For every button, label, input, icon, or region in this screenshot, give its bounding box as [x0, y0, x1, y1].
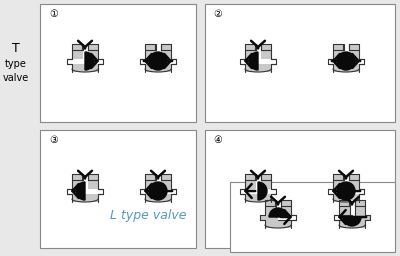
Bar — [140, 188, 145, 194]
Wedge shape — [249, 52, 258, 70]
Bar — [245, 180, 271, 202]
Bar — [156, 44, 160, 61]
Bar — [333, 50, 359, 72]
Text: L type valve: L type valve — [110, 208, 186, 221]
Bar — [281, 200, 291, 206]
Bar — [98, 188, 103, 194]
Bar — [98, 59, 103, 63]
Bar — [156, 174, 160, 191]
Bar — [291, 215, 296, 219]
Bar — [359, 59, 364, 63]
Bar — [256, 44, 260, 61]
Bar — [67, 188, 72, 194]
Text: ④: ④ — [214, 135, 222, 145]
Wedge shape — [258, 182, 267, 200]
Wedge shape — [269, 208, 287, 217]
Bar — [145, 180, 171, 202]
Bar — [72, 180, 98, 202]
Bar — [349, 174, 359, 180]
Bar — [278, 215, 296, 219]
Bar — [140, 59, 176, 63]
Bar — [171, 59, 176, 63]
Bar — [256, 174, 260, 191]
Bar — [40, 130, 196, 248]
Bar — [145, 50, 171, 72]
Bar — [171, 188, 176, 194]
Wedge shape — [76, 182, 85, 200]
Bar — [344, 174, 348, 191]
Bar — [328, 188, 333, 194]
Bar — [334, 215, 352, 219]
Bar — [72, 50, 98, 72]
Bar — [339, 200, 349, 206]
Bar — [145, 174, 155, 180]
Bar — [271, 59, 276, 63]
Circle shape — [337, 52, 355, 70]
Bar — [67, 188, 103, 194]
Bar — [88, 174, 98, 180]
Bar — [140, 59, 145, 63]
Bar — [265, 206, 291, 228]
Text: valve: valve — [3, 73, 29, 83]
Bar — [82, 174, 88, 191]
Wedge shape — [85, 52, 94, 70]
Bar — [365, 215, 370, 219]
Bar — [339, 206, 365, 228]
Text: T: T — [12, 41, 20, 55]
Bar — [245, 44, 255, 50]
Bar — [333, 180, 359, 202]
Bar — [328, 188, 364, 194]
Bar — [205, 4, 395, 122]
Bar — [344, 44, 348, 61]
Bar — [359, 188, 364, 194]
Bar — [72, 44, 82, 50]
Bar — [161, 44, 171, 50]
Bar — [230, 182, 395, 252]
Bar — [145, 44, 155, 50]
Bar — [72, 174, 82, 180]
Bar — [240, 59, 245, 63]
Bar — [260, 215, 265, 219]
Bar — [334, 215, 339, 219]
Bar — [205, 130, 395, 248]
Text: ②: ② — [214, 9, 222, 19]
Bar — [355, 200, 365, 206]
Text: ③: ③ — [50, 135, 58, 145]
Bar — [261, 44, 271, 50]
Bar — [67, 59, 72, 63]
Bar — [261, 174, 271, 180]
Bar — [245, 50, 271, 72]
Bar — [333, 44, 343, 50]
Wedge shape — [343, 217, 361, 226]
Bar — [67, 59, 103, 63]
Bar — [349, 44, 359, 50]
Bar — [276, 200, 280, 217]
Bar — [350, 200, 354, 217]
Text: ①: ① — [50, 9, 58, 19]
Circle shape — [149, 182, 167, 200]
Bar — [245, 174, 255, 180]
Bar — [161, 174, 171, 180]
Bar — [328, 59, 364, 63]
Bar — [82, 44, 88, 61]
Circle shape — [149, 52, 167, 70]
Bar — [328, 59, 333, 63]
Bar — [240, 188, 245, 194]
Text: type: type — [5, 59, 27, 69]
Bar — [88, 44, 98, 50]
Bar — [333, 174, 343, 180]
Bar — [240, 59, 276, 63]
Bar — [140, 188, 176, 194]
Bar — [240, 188, 276, 194]
Circle shape — [337, 182, 355, 200]
Bar — [265, 200, 275, 206]
Bar — [271, 188, 276, 194]
Bar — [40, 4, 196, 122]
